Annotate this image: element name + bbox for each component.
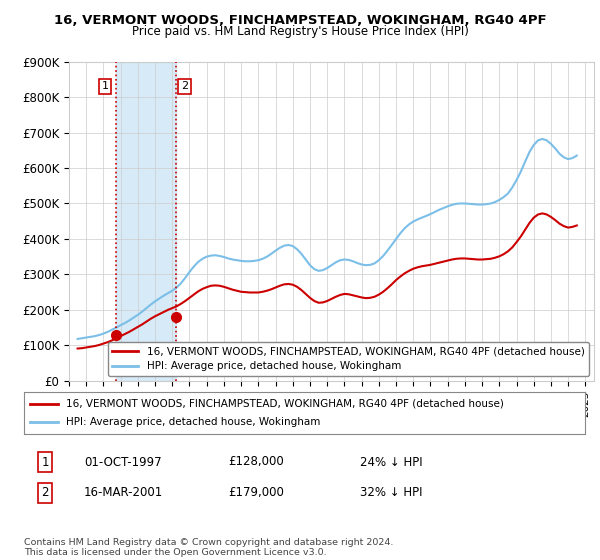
Text: HPI: Average price, detached house, Wokingham: HPI: Average price, detached house, Woki… <box>66 417 320 427</box>
Text: £179,000: £179,000 <box>228 486 284 500</box>
Text: 24% ↓ HPI: 24% ↓ HPI <box>360 455 422 469</box>
Text: 16, VERMONT WOODS, FINCHAMPSTEAD, WOKINGHAM, RG40 4PF (detached house): 16, VERMONT WOODS, FINCHAMPSTEAD, WOKING… <box>66 399 504 409</box>
Text: Price paid vs. HM Land Registry's House Price Index (HPI): Price paid vs. HM Land Registry's House … <box>131 25 469 38</box>
Text: Contains HM Land Registry data © Crown copyright and database right 2024.
This d: Contains HM Land Registry data © Crown c… <box>24 538 394 557</box>
Text: £128,000: £128,000 <box>228 455 284 469</box>
Bar <box>116 62 176 381</box>
Text: 2: 2 <box>181 81 188 91</box>
Text: 2: 2 <box>41 486 49 500</box>
Text: 16-MAR-2001: 16-MAR-2001 <box>84 486 163 500</box>
Text: 32% ↓ HPI: 32% ↓ HPI <box>360 486 422 500</box>
Text: 16, VERMONT WOODS, FINCHAMPSTEAD, WOKINGHAM, RG40 4PF: 16, VERMONT WOODS, FINCHAMPSTEAD, WOKING… <box>53 14 547 27</box>
Legend: 16, VERMONT WOODS, FINCHAMPSTEAD, WOKINGHAM, RG40 4PF (detached house), HPI: Ave: 16, VERMONT WOODS, FINCHAMPSTEAD, WOKING… <box>108 342 589 376</box>
Text: 01-OCT-1997: 01-OCT-1997 <box>84 455 161 469</box>
Text: 1: 1 <box>101 81 109 91</box>
Text: 1: 1 <box>41 455 49 469</box>
